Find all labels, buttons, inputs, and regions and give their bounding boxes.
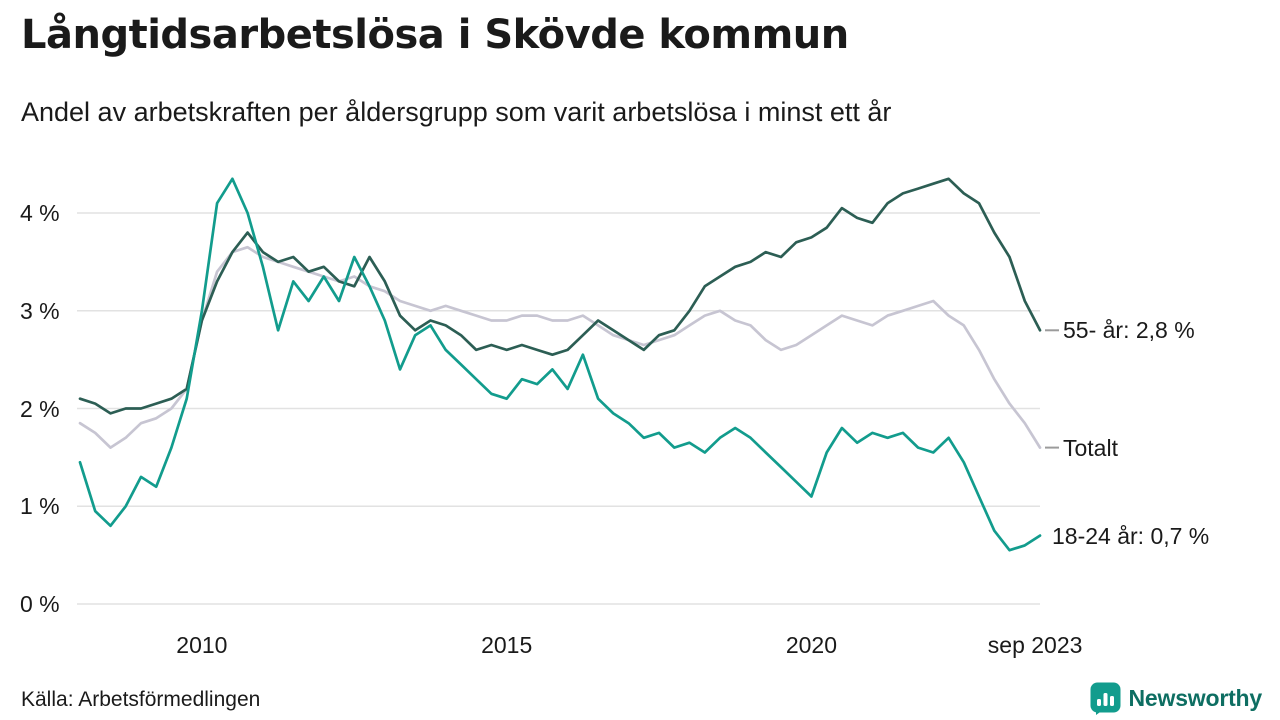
series-end-label-totalt: Totalt <box>1063 434 1118 461</box>
x-tick-label: 2020 <box>785 632 838 658</box>
y-tick-label: 2 % <box>20 395 60 422</box>
y-tick-label: 1 % <box>20 493 60 520</box>
series-line-1 <box>78 177 1042 415</box>
series-end-label-55-ar: 55- år: 2,8 % <box>1063 317 1195 344</box>
newsworthy-wordmark: Newsworthy <box>1128 685 1263 711</box>
series-line-0 <box>78 245 1042 449</box>
series-line-2 <box>78 177 1042 552</box>
series-end-label-18-24-ar: 18-24 år: 0,7 % <box>1052 522 1210 549</box>
newsworthy-logo: Newsworthy <box>1090 682 1262 715</box>
x-tick-label: 2010 <box>176 632 228 658</box>
source-caption: Källa: Arbetsförmedlingen <box>21 688 261 711</box>
x-tick-label: 2015 <box>481 632 533 658</box>
page-title: Långtidsarbetslösa i Skövde kommun <box>21 12 849 58</box>
y-tick-label: 3 % <box>20 297 60 324</box>
newsworthy-logo-icon <box>1090 682 1121 715</box>
x-tick-label: sep 2023 <box>987 632 1083 658</box>
y-tick-label: 4 % <box>20 200 60 226</box>
page-subtitle: Andel av arbetskraften per åldersgrupp s… <box>21 97 892 127</box>
y-tick-label: 0 % <box>20 591 60 617</box>
